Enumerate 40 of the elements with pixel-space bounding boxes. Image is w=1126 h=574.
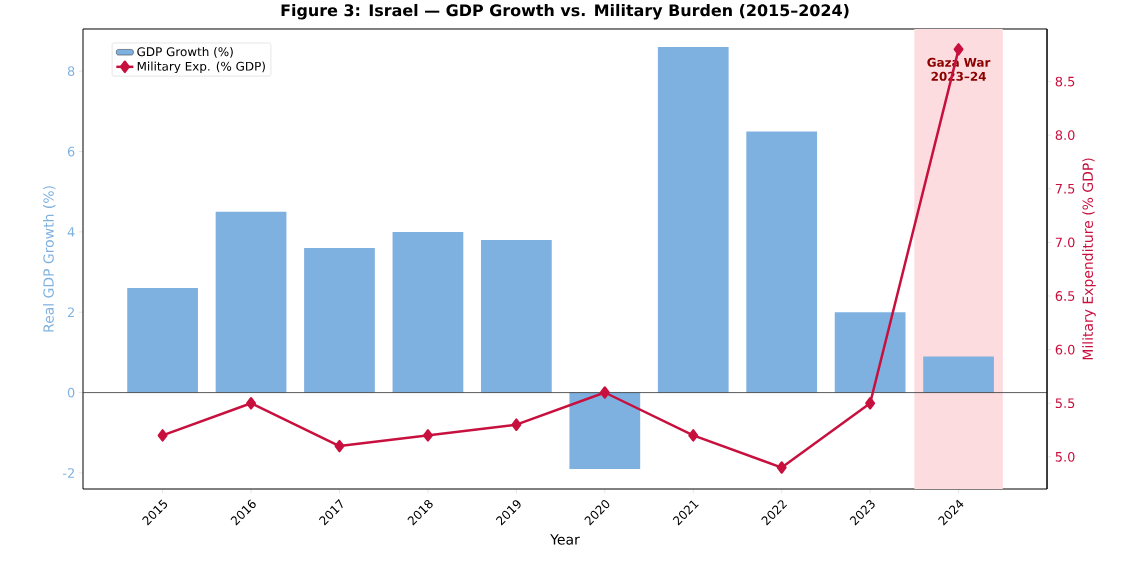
point xyxy=(599,386,610,399)
y-tick-label: 8 xyxy=(67,66,75,77)
bar xyxy=(392,231,464,393)
bar xyxy=(569,392,641,469)
point xyxy=(246,396,257,410)
bar xyxy=(834,312,906,393)
bar xyxy=(746,131,818,393)
bar xyxy=(127,288,198,393)
bar xyxy=(657,47,729,393)
y2-tick-label: 7.5 xyxy=(1055,183,1075,194)
point xyxy=(776,461,787,474)
bar xyxy=(480,239,552,393)
point xyxy=(334,439,345,453)
point xyxy=(865,396,876,410)
point xyxy=(688,429,699,442)
y2-tick-label: 7.0 xyxy=(1055,237,1075,248)
y-axis-title: Real GDP Growth (%) xyxy=(43,186,56,332)
point xyxy=(422,429,433,442)
x-axis-title: Year xyxy=(550,534,580,545)
chart-title: Figure 3: Israel — GDP Growth vs. Military Burden (2015–2024) xyxy=(281,3,849,20)
y2-tick-label: 5.5 xyxy=(1055,398,1075,409)
legend-label: Military Exp. (% GDP) xyxy=(137,61,265,74)
y-tick-label: -2 xyxy=(62,468,74,478)
point xyxy=(157,429,168,442)
point xyxy=(511,418,522,431)
bar xyxy=(215,211,287,393)
legend-label: GDP Growth (%) xyxy=(137,46,233,58)
y-tick-label: 4 xyxy=(67,227,75,237)
y2-tick-label: 6.0 xyxy=(1055,344,1075,355)
y2-tick-label: 8.5 xyxy=(1055,76,1075,87)
y2-tick-label: 6.5 xyxy=(1055,291,1075,301)
bar xyxy=(304,247,375,393)
y-tick-label: 2 xyxy=(67,307,74,318)
y-tick-label: 0 xyxy=(67,387,75,398)
y2-axis-title: Military Expenditure (% GDP) xyxy=(1082,158,1096,360)
y2-tick-label: 8.0 xyxy=(1055,130,1075,141)
bar xyxy=(923,356,994,393)
point xyxy=(953,43,964,56)
y2-tick-label: 5.0 xyxy=(1055,451,1075,462)
y-tick-label: 6 xyxy=(67,146,75,157)
